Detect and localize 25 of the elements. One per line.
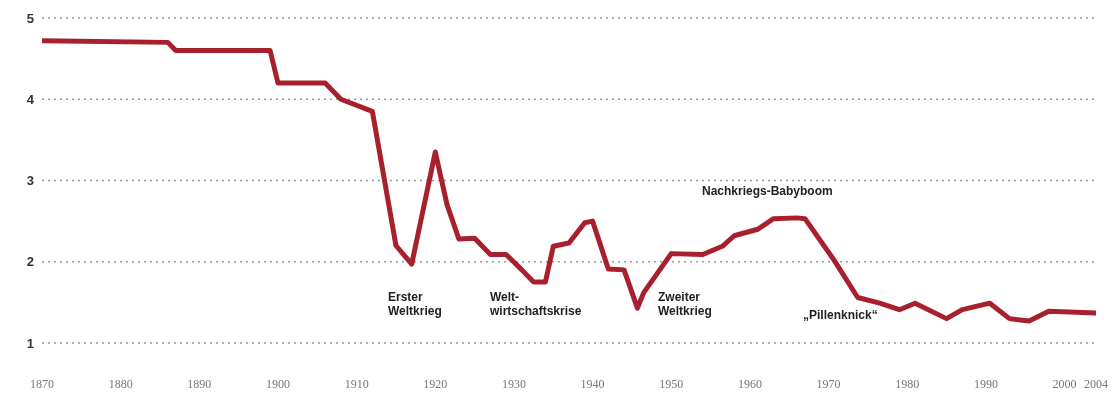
y-tick-label: 5 <box>26 10 34 26</box>
x-tick-label: 1880 <box>108 376 133 391</box>
annotation: „Pillenknick“ <box>803 308 878 322</box>
x-tick-label: 2004 <box>1084 376 1108 391</box>
x-tick-label: 1960 <box>737 376 762 391</box>
annotation: Erster Weltkrieg <box>388 290 442 318</box>
y-tick-label: 2 <box>26 254 34 270</box>
x-tick-label: 1920 <box>423 376 448 391</box>
x-tick-label: 1970 <box>816 376 841 391</box>
x-tick-label: 1870 <box>30 376 54 391</box>
annotation: Nachkriegs-Babyboom <box>702 184 833 198</box>
y-tick-label: 3 <box>26 173 34 189</box>
annotation: Zweiter Weltkrieg <box>658 290 712 318</box>
x-tick-label: 1930 <box>501 376 526 391</box>
annotation: Welt- wirtschaftskrise <box>490 290 582 318</box>
x-tick-label: 1910 <box>344 376 369 391</box>
x-tick-label: 1890 <box>187 376 212 391</box>
x-tick-label: 1900 <box>265 376 290 391</box>
x-tick-label: 2000 <box>1052 376 1077 391</box>
y-tick-label: 1 <box>26 335 34 351</box>
y-tick-label: 4 <box>26 91 35 107</box>
x-tick-label: 1940 <box>580 376 605 391</box>
x-tick-label: 1990 <box>973 376 998 391</box>
x-tick-label: 1950 <box>659 376 684 391</box>
x-tick-label: 1980 <box>895 376 920 391</box>
